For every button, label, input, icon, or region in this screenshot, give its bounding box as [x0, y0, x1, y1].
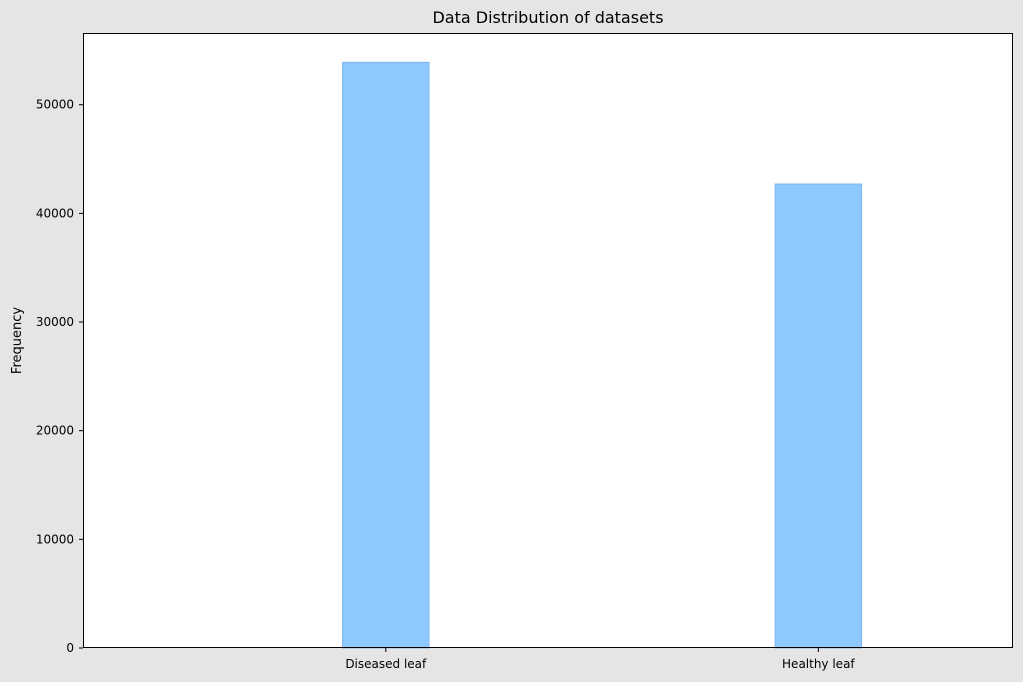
y-axis: 0 10000 20000 30000 40000 50000 — [36, 98, 83, 655]
y-tick-label: 30000 — [36, 315, 74, 329]
y-tick-label: 10000 — [36, 532, 74, 546]
bars-group — [342, 61, 863, 649]
plot-frame — [83, 33, 1013, 648]
y-tick-label: 40000 — [36, 206, 74, 220]
bar-healthy-leaf — [774, 183, 863, 649]
y-tick-label: 50000 — [36, 98, 74, 112]
chart-title: Data Distribution of datasets — [432, 8, 663, 27]
y-tick-label: 0 — [66, 641, 74, 655]
x-axis: Diseased leaf Healthy leaf — [345, 648, 855, 671]
y-axis-label: Frequency — [10, 307, 25, 374]
bar-diseased-leaf — [342, 61, 430, 649]
x-tick-label: Diseased leaf — [345, 657, 427, 671]
y-tick-label: 20000 — [36, 424, 74, 438]
x-tick-label: Healthy leaf — [782, 657, 855, 671]
plot-area — [83, 33, 1013, 648]
